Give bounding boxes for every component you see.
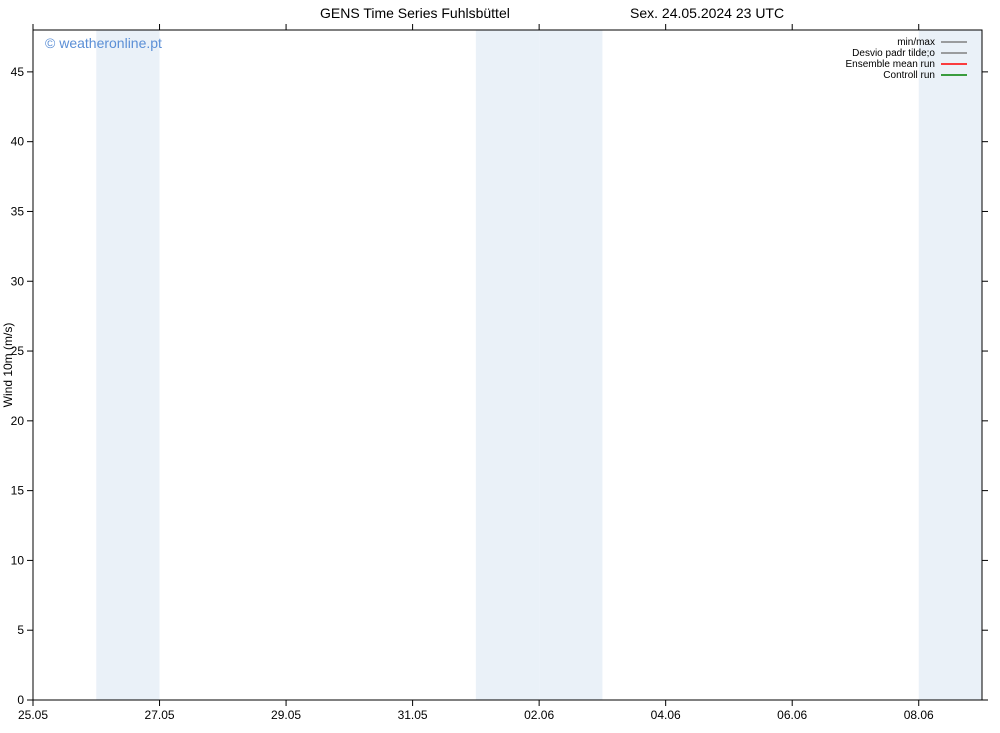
legend-label-3: Controll run [883,70,935,81]
x-tick-label: 04.06 [651,708,681,722]
day-band-1 [476,30,539,700]
chart-title-left: GENS Time Series Fuhlsbüttel [320,5,510,21]
legend-label-0: min/max [897,37,935,48]
y-tick-label: 20 [11,414,25,428]
chart-title-right: Sex. 24.05.2024 23 UTC [630,5,784,21]
y-tick-label: 30 [11,274,25,288]
y-tick-label: 5 [17,623,24,637]
y-tick-label: 40 [11,135,25,149]
day-band-0 [96,30,159,700]
y-tick-label: 10 [11,553,25,567]
chart-container: 05101520253035404525.0527.0529.0531.0502… [0,0,1000,733]
x-tick-label: 27.05 [145,708,175,722]
y-axis-label: Wind 10m (m/s) [1,323,15,408]
day-band-3 [919,30,982,700]
x-tick-label: 08.06 [904,708,934,722]
y-tick-label: 15 [11,484,25,498]
x-tick-label: 29.05 [271,708,301,722]
legend-label-1: Desvio padr tilde;o [852,48,935,59]
watermark-text: © weatheronline.pt [45,35,162,51]
x-tick-label: 06.06 [777,708,807,722]
legend-label-2: Ensemble mean run [846,59,936,70]
y-tick-label: 0 [17,693,24,707]
wind-timeseries-chart: 05101520253035404525.0527.0529.0531.0502… [0,0,1000,733]
y-tick-label: 35 [11,204,25,218]
day-band-2 [539,30,602,700]
x-tick-label: 25.05 [18,708,48,722]
x-tick-label: 02.06 [524,708,554,722]
y-tick-label: 45 [11,65,25,79]
x-tick-label: 31.05 [398,708,428,722]
